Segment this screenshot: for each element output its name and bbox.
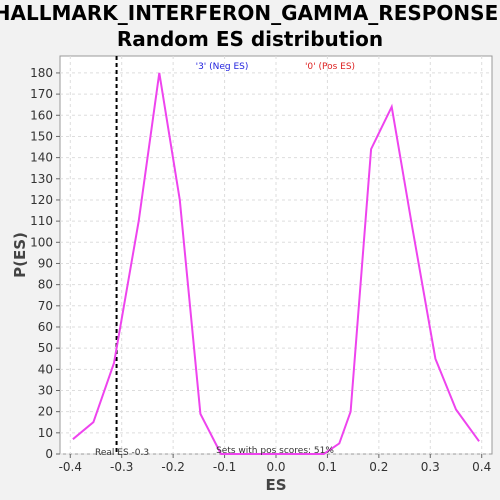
y-tick-label: 60 <box>38 320 53 334</box>
y-tick-label: 90 <box>38 256 53 270</box>
y-axis-ticks: 0 10 20 30 40 50 60 70 80 90 100 110 120 130 140 150 160… <box>30 66 60 461</box>
real-es-label: Real ES -0.3 <box>95 448 149 458</box>
y-tick-label: 160 <box>30 108 53 122</box>
y-tick-label: 0 <box>45 447 53 461</box>
x-tick-label: 0.2 <box>369 460 388 474</box>
y-tick-label: 150 <box>30 129 53 143</box>
y-tick-label: 70 <box>38 299 53 313</box>
pos-es-legend-label: '0' (Pos ES) <box>305 62 355 72</box>
x-tick-label: -0.2 <box>161 460 184 474</box>
x-tick-label: -0.1 <box>213 460 236 474</box>
y-tick-label: 30 <box>38 383 53 397</box>
pos-scores-label: Sets with pos scores: 51% <box>216 446 334 456</box>
x-axis-label: ES <box>265 476 286 494</box>
y-tick-label: 100 <box>30 235 53 249</box>
chart-title-line-1: HALLMARK_INTERFERON_GAMMA_RESPONSE: <box>0 1 500 25</box>
x-tick-label: 0.3 <box>421 460 440 474</box>
x-axis-ticks: -0.4 -0.3 -0.2 -0.1 0.0 0.1 0.2 0.3 0.4 <box>59 454 491 474</box>
neg-es-legend-label: '3' (Neg ES) <box>196 62 249 72</box>
y-tick-label: 180 <box>30 66 53 80</box>
y-tick-label: 80 <box>38 278 53 292</box>
y-tick-label: 120 <box>30 193 53 207</box>
y-tick-label: 20 <box>38 405 53 419</box>
x-tick-label: 0.4 <box>472 460 491 474</box>
x-tick-label: -0.3 <box>110 460 133 474</box>
chart-title-line-2: Random ES distribution <box>117 27 383 51</box>
x-tick-label: 0.1 <box>318 460 337 474</box>
y-tick-label: 10 <box>38 426 53 440</box>
y-tick-label: 130 <box>30 172 53 186</box>
x-tick-label: 0.0 <box>266 460 285 474</box>
y-tick-label: 50 <box>38 341 53 355</box>
random-es-series-line <box>72 72 480 455</box>
y-tick-label: 140 <box>30 151 53 165</box>
y-axis-label: P(ES) <box>11 232 29 278</box>
y-tick-label: 40 <box>38 362 53 376</box>
x-tick-label: -0.4 <box>59 460 82 474</box>
y-tick-label: 170 <box>30 87 53 101</box>
grid-lines <box>60 56 492 455</box>
y-tick-label: 110 <box>30 214 53 228</box>
